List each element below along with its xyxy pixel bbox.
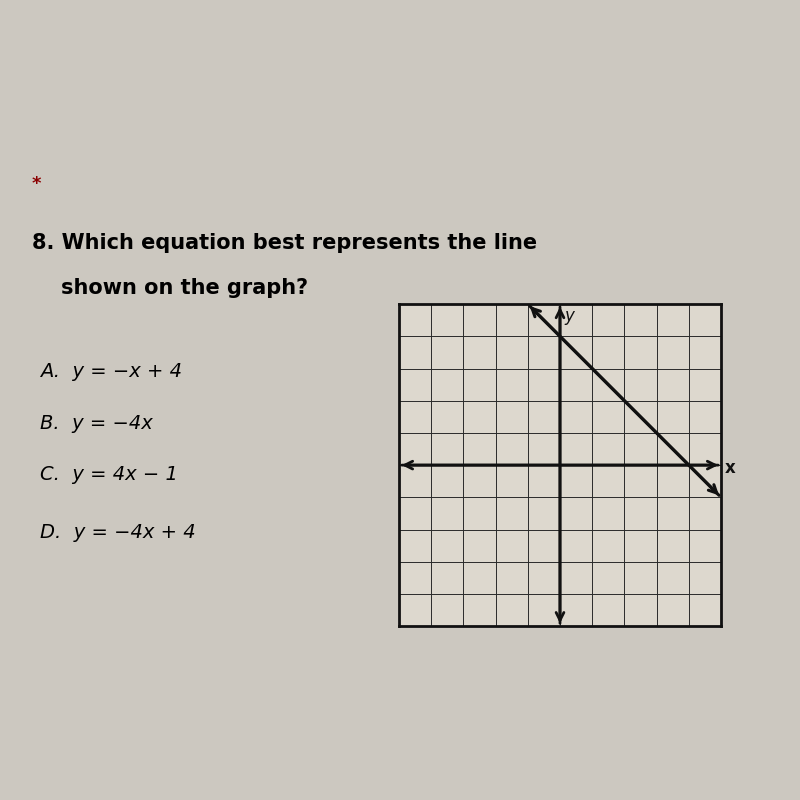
Text: shown on the graph?: shown on the graph? (32, 278, 308, 298)
Text: C.  y = 4x − 1: C. y = 4x − 1 (40, 465, 178, 484)
Text: *: * (32, 175, 42, 194)
Text: D.  y = −4x + 4: D. y = −4x + 4 (40, 523, 196, 542)
Text: y: y (565, 307, 574, 326)
Text: A.  y = −x + 4: A. y = −x + 4 (40, 362, 182, 381)
Text: 8. Which equation best represents the line: 8. Which equation best represents the li… (32, 234, 537, 254)
Text: x: x (725, 459, 736, 477)
Text: B.  y = −4x: B. y = −4x (40, 414, 153, 433)
